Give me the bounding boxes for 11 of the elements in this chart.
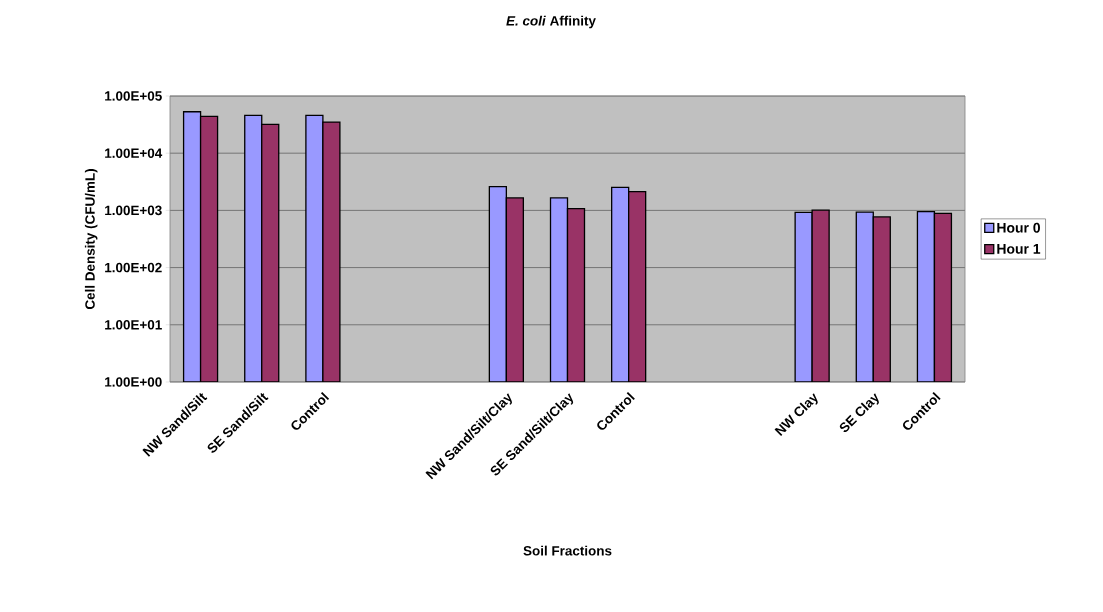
legend-label: Hour 1 (997, 244, 1041, 254)
x-axis-title: Soil Fractions (523, 545, 612, 556)
y-tick-label: 1.00E+01 (105, 320, 162, 330)
y-tick-label: 1.00E+02 (105, 262, 162, 273)
y-tick-label: 1.00E+05 (105, 91, 162, 101)
y-tick-label: 1.00E+00 (105, 377, 162, 387)
y-tick-label: 1.00E+04 (105, 148, 163, 158)
legend-label: Hour 0 (997, 222, 1040, 233)
y-axis-title: Cell Density (CFU/mL) (84, 169, 98, 310)
y-tick-label: 1.00E+03 (105, 205, 162, 216)
chart-title: E. coli Affinity (506, 15, 596, 29)
